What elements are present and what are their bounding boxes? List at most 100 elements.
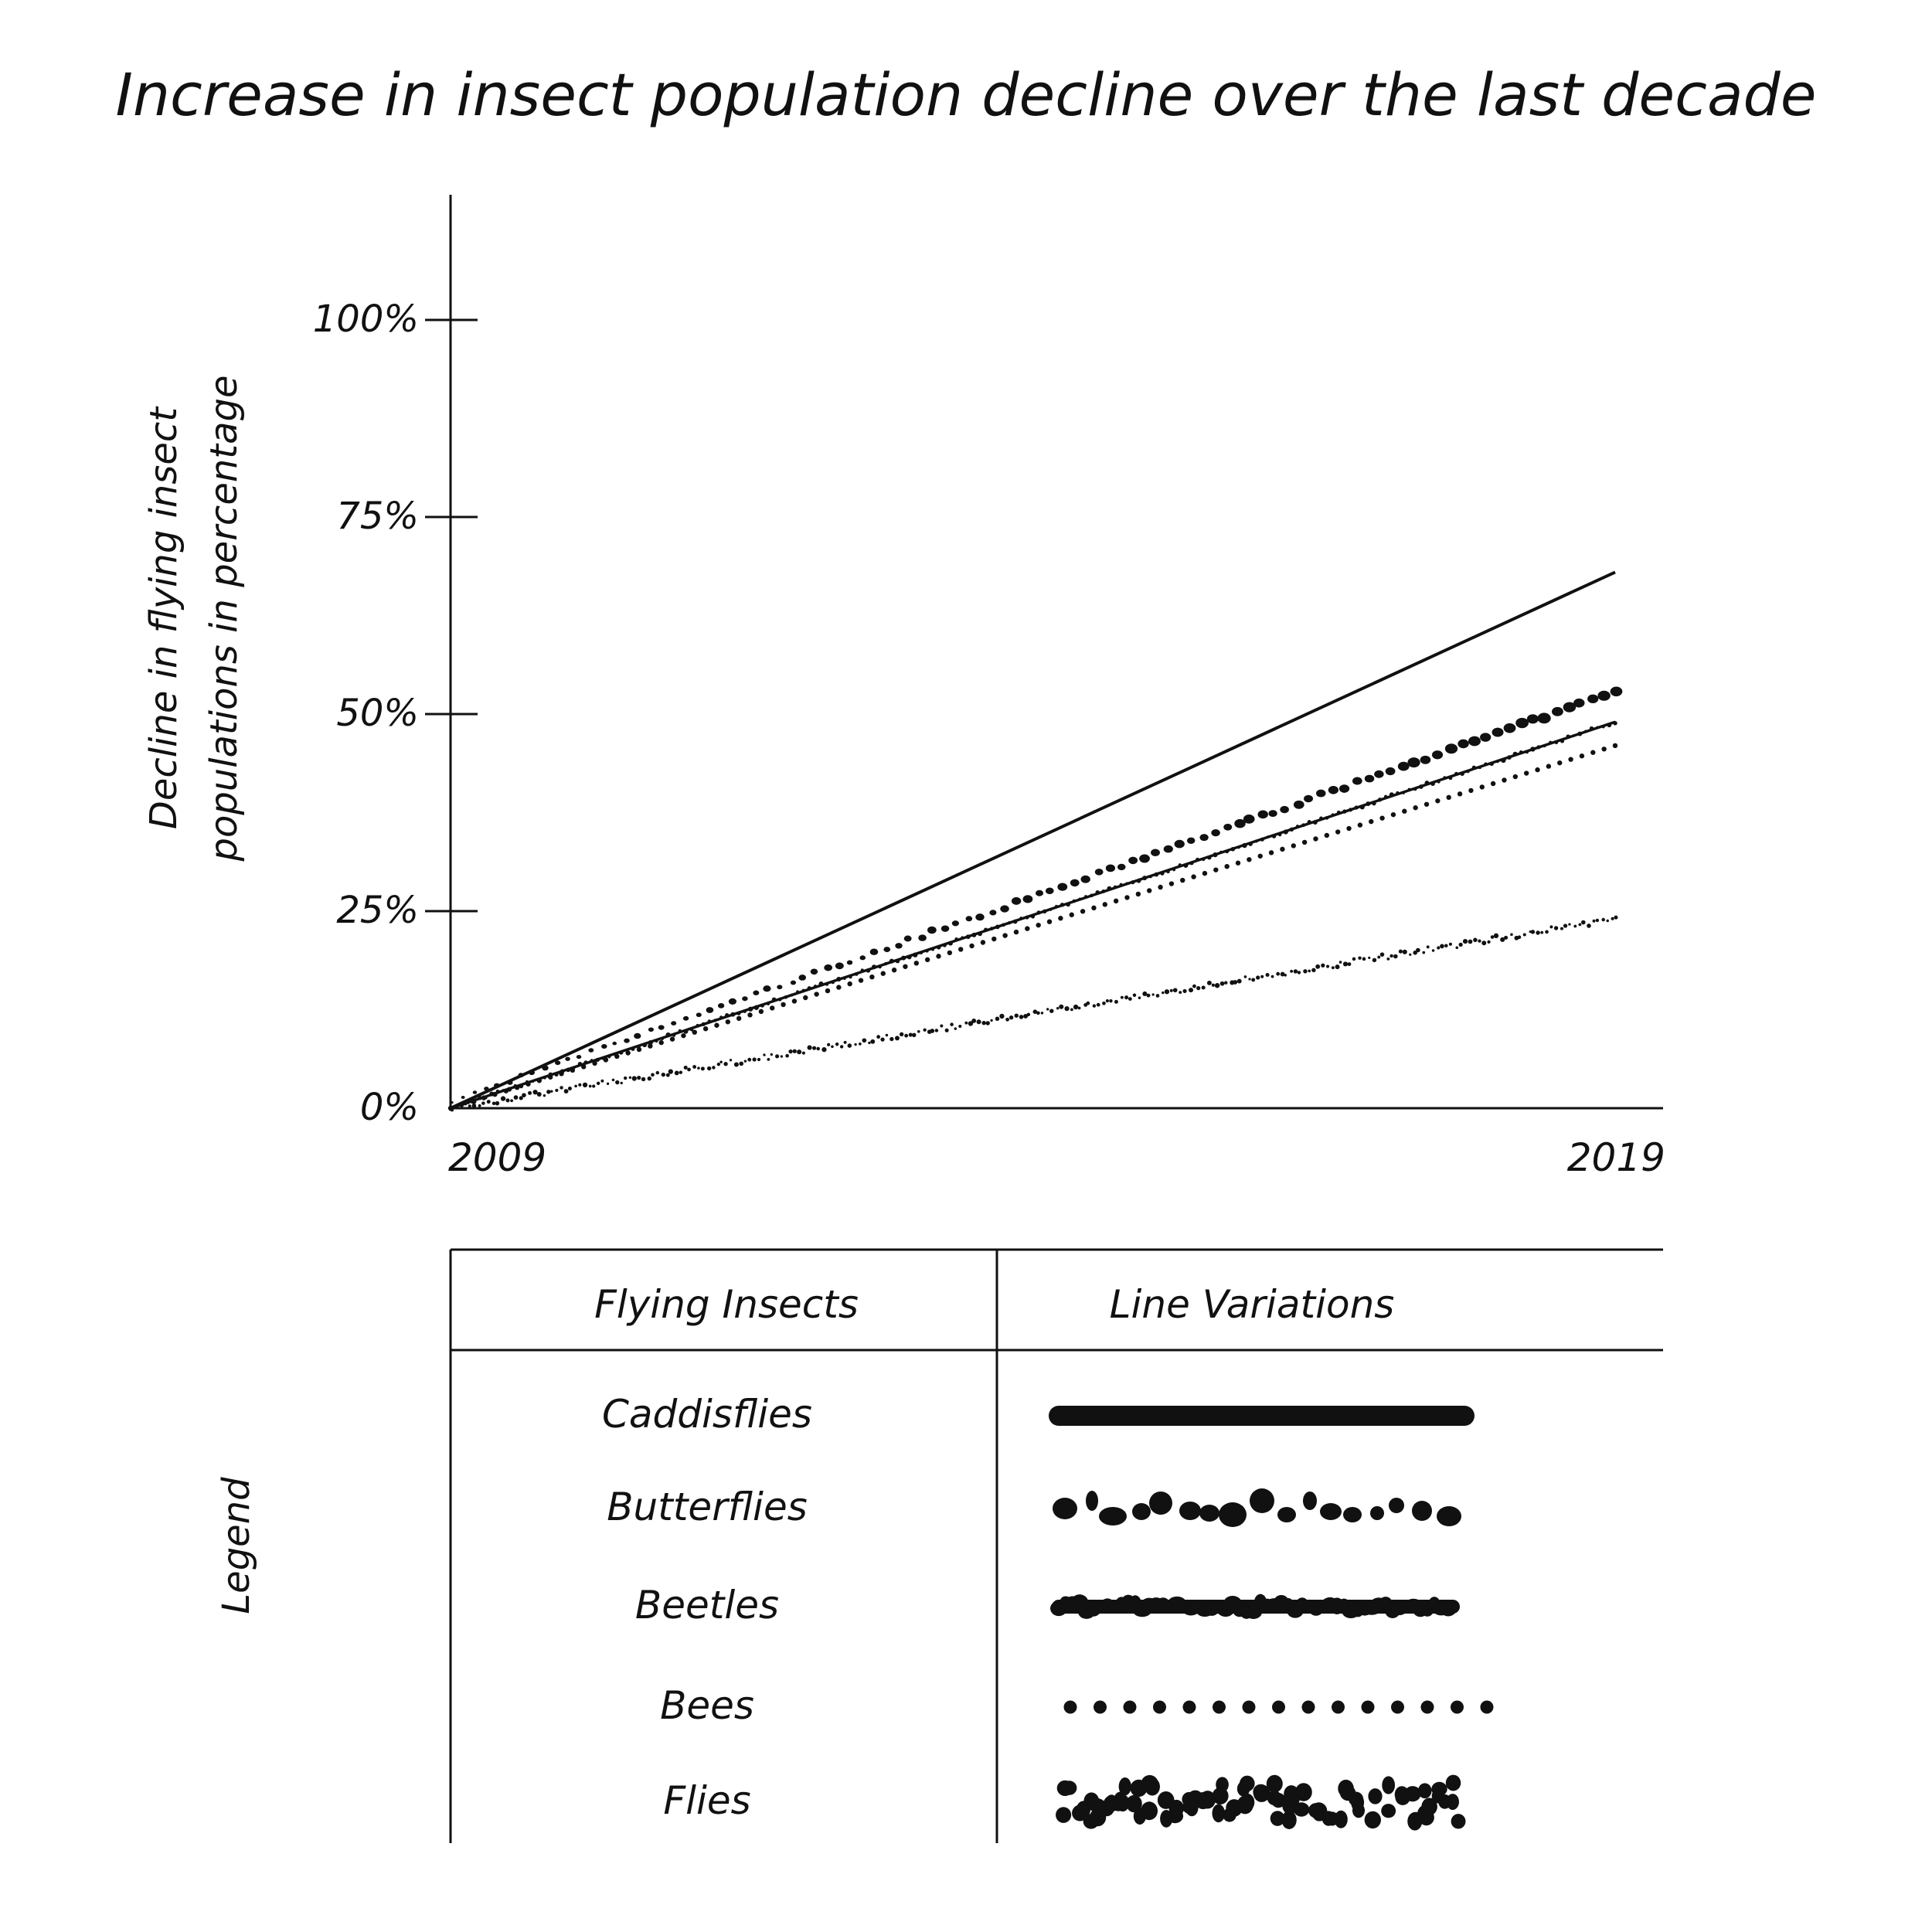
series-grain — [1601, 725, 1605, 729]
series-grain — [577, 1061, 583, 1066]
series-speck — [885, 1033, 889, 1037]
series-grain — [725, 1013, 730, 1018]
series-blob — [1480, 733, 1492, 742]
series-grain — [495, 1089, 499, 1093]
series-speck — [1109, 999, 1113, 1003]
series-speck — [700, 1066, 705, 1071]
series-speck — [1005, 1017, 1010, 1022]
series-speck — [1386, 957, 1390, 961]
legend-side-label: Legend — [215, 1477, 258, 1614]
legend-header-insects: Flying Insects — [594, 1282, 859, 1327]
series-blob — [927, 926, 937, 934]
series-speck — [792, 1049, 797, 1053]
series-grain — [1454, 771, 1459, 776]
series-dot — [603, 1057, 609, 1063]
series-speck — [1105, 999, 1110, 1003]
series-grain — [1025, 915, 1029, 920]
series-speck — [1036, 1011, 1040, 1015]
series-blob — [1468, 736, 1481, 747]
series-speck — [1192, 984, 1196, 988]
series-grain — [1107, 886, 1112, 891]
series-grain — [678, 1029, 682, 1033]
series-dot — [714, 1022, 719, 1028]
series-speck — [600, 1079, 604, 1083]
series-dot — [1080, 909, 1086, 914]
series-blob — [790, 980, 797, 985]
series-grain — [1172, 868, 1176, 872]
legend-speck — [1421, 1798, 1437, 1816]
series-blob — [846, 960, 853, 965]
series-dot — [814, 992, 819, 997]
series-grain — [801, 988, 805, 993]
series-speck — [628, 1076, 632, 1079]
series-grain — [1359, 804, 1365, 810]
series-speck — [976, 1019, 981, 1025]
legend-speck — [1199, 1791, 1216, 1809]
legend-speck — [1141, 1801, 1158, 1821]
series-dot — [1502, 777, 1507, 783]
series-speck — [912, 1032, 917, 1038]
series-grain — [1543, 744, 1546, 748]
series-speck — [1352, 957, 1356, 961]
series-speck — [1321, 963, 1325, 968]
series-speck — [999, 1013, 1005, 1019]
series-grain — [1030, 914, 1036, 919]
series-blob — [461, 1096, 465, 1099]
series-speck — [752, 1057, 757, 1062]
series-speck — [606, 1082, 610, 1085]
series-grain — [978, 931, 982, 937]
series-speck — [831, 1045, 834, 1049]
series-speck — [729, 1059, 733, 1062]
legend-speck — [1445, 1774, 1461, 1791]
series-speck — [1114, 999, 1118, 1004]
series-speck — [968, 1021, 974, 1026]
series-grain — [1583, 730, 1588, 733]
series-blob — [1211, 829, 1220, 837]
series-grain — [1512, 751, 1518, 757]
series-grain — [1007, 921, 1012, 925]
series-butterflies — [450, 686, 1623, 1104]
series-dot — [891, 968, 897, 973]
series-grain — [889, 958, 894, 964]
series-speck — [716, 1063, 721, 1066]
series-grain — [931, 947, 935, 951]
legend-swatch — [1050, 1594, 1460, 1619]
series-grain — [1213, 852, 1218, 858]
series-grain — [1113, 885, 1117, 889]
series-speck — [816, 1046, 820, 1051]
series-speck — [1431, 949, 1435, 952]
series-speck — [812, 1046, 817, 1050]
series-speck — [930, 1029, 935, 1033]
series-grain — [1230, 846, 1236, 852]
series-grain — [1319, 816, 1323, 820]
series-speck — [1064, 1006, 1070, 1012]
y-tick-label: 100% — [313, 298, 419, 341]
legend-dot — [1420, 1700, 1434, 1714]
series-dot — [1357, 822, 1363, 828]
series-speck — [1138, 996, 1141, 999]
series-speck — [486, 1100, 491, 1104]
series-grain — [1225, 849, 1230, 854]
series-speck — [1504, 935, 1509, 940]
series-dot — [1601, 747, 1607, 752]
series-speck — [1023, 1013, 1029, 1019]
series-grain — [683, 1029, 689, 1034]
series-speck — [1120, 995, 1124, 999]
series-grain — [607, 1055, 611, 1059]
series-grain — [1043, 909, 1047, 914]
series-dot — [1590, 750, 1596, 755]
series-speck — [536, 1092, 542, 1097]
series-speck — [1132, 993, 1137, 998]
series-speck — [1233, 980, 1238, 985]
series-grain — [942, 943, 947, 947]
series-grain — [1613, 721, 1617, 726]
series-blob — [588, 1048, 594, 1053]
series-grain — [519, 1083, 524, 1089]
series-speck — [1290, 969, 1294, 973]
series-blob — [706, 1007, 714, 1013]
series-dot — [992, 936, 997, 942]
legend-row-beetles: Beetles — [635, 1583, 1460, 1628]
series-speck — [1468, 939, 1473, 944]
series-speck — [775, 1054, 780, 1059]
series-dot — [1213, 867, 1219, 872]
